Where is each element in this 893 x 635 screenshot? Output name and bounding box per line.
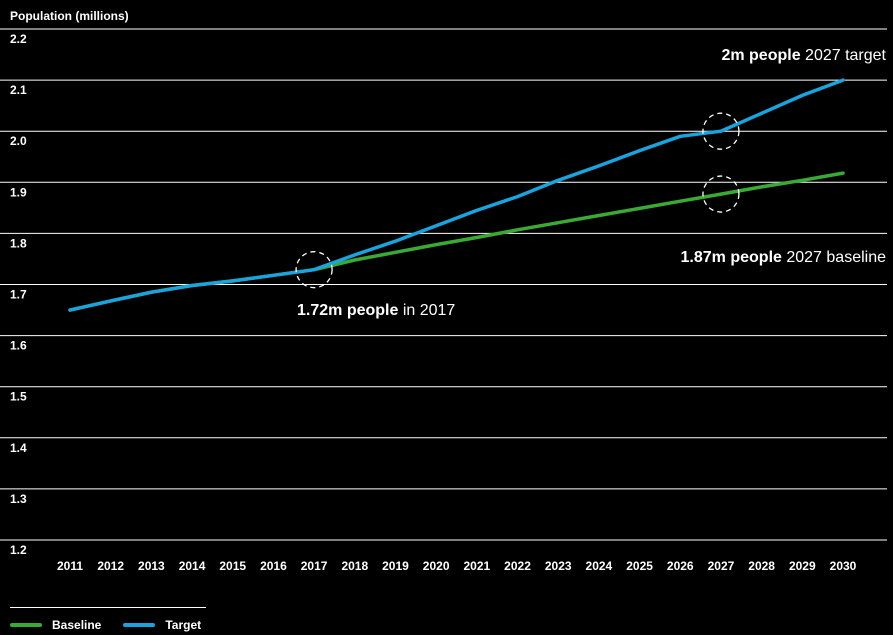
highlight-circle-start [295, 251, 333, 289]
x-tick-label: 2024 [586, 559, 613, 573]
x-tick-label: 2017 [301, 559, 328, 573]
highlight-circle-target [702, 112, 740, 150]
legend-swatch-target [123, 623, 156, 627]
y-tick-label: 2.0 [10, 134, 27, 148]
x-tick-label: 2016 [260, 559, 287, 573]
y-tick-label: 1.4 [10, 441, 27, 455]
y-tick-label: 1.3 [10, 492, 27, 506]
y-tick-label: 1.8 [10, 236, 27, 250]
annotation-2017: 1.72m people in 2017 [297, 302, 455, 319]
x-tick-label: 2014 [179, 559, 206, 573]
x-tick-label: 2013 [138, 559, 165, 573]
x-tick-label: 2018 [341, 559, 368, 573]
annotation-baseline-rest: 2027 baseline [782, 249, 886, 266]
population-chart: Population (millions) 2.2 2.1 2.0 1.9 1.8 1.7… [0, 9, 887, 573]
x-tick-label: 2026 [667, 559, 694, 573]
series-lines [68, 78, 845, 312]
y-tick-label: 2.1 [10, 83, 27, 97]
x-tick-label: 2021 [463, 559, 490, 573]
annotation-target-rest: 2027 target [801, 47, 887, 64]
legend-item-target: Target [123, 618, 201, 632]
y-tick-label: 1.2 [10, 543, 27, 557]
x-tick-label: 2011 [57, 559, 83, 573]
x-tick-label: 2019 [382, 559, 409, 573]
x-tick-label: 2029 [789, 559, 816, 573]
annotation-2027-baseline: 1.87m people 2027 baseline [681, 249, 887, 266]
y-tick-label: 1.5 [10, 390, 27, 404]
series-line-target [68, 78, 845, 312]
annotation-2027-target: 2m people 2027 target [721, 47, 886, 64]
x-tick-label: 2022 [504, 559, 531, 573]
y-tick-label: 2.2 [10, 32, 27, 46]
x-tick-label: 2027 [708, 559, 735, 573]
y-tick-label: 1.7 [10, 288, 27, 302]
annotation-2017-bold: 1.72m people [297, 302, 398, 319]
highlight-circles [295, 112, 740, 289]
x-tick-label: 2015 [219, 559, 246, 573]
legend-swatch-baseline [10, 623, 42, 627]
y-tick-labels: 2.2 2.1 2.0 1.9 1.8 1.7 1.6 1.5 1.4 1.3 1.2 [10, 32, 27, 557]
y-tick-label: 1.6 [10, 339, 27, 353]
x-tick-label: 2028 [748, 559, 775, 573]
legend-label-baseline: Baseline [52, 618, 102, 632]
annotation-target-bold: 2m people [721, 47, 800, 64]
x-tick-label: 2020 [423, 559, 450, 573]
legend-label-target: Target [165, 618, 202, 632]
x-tick-label: 2030 [830, 559, 857, 573]
highlight-circle-baseline [702, 175, 740, 213]
gridlines [0, 28, 887, 541]
y-axis-title: Population (millions) [10, 9, 129, 23]
annotation-2017-rest: in 2017 [398, 302, 455, 319]
chart-legend: Baseline Target [10, 607, 206, 632]
x-tick-label: 2012 [97, 559, 124, 573]
annotation-baseline-bold: 1.87m people [681, 249, 782, 266]
y-tick-label: 1.9 [10, 185, 27, 199]
legend-item-baseline: Baseline [10, 618, 101, 632]
x-tick-label: 2025 [626, 559, 653, 573]
series-line-baseline [68, 171, 845, 312]
x-tick-labels: 2011 2012 2013 2014 2015 2016 2017 2018 2019 2020… [57, 559, 857, 573]
x-tick-label: 2023 [545, 559, 572, 573]
